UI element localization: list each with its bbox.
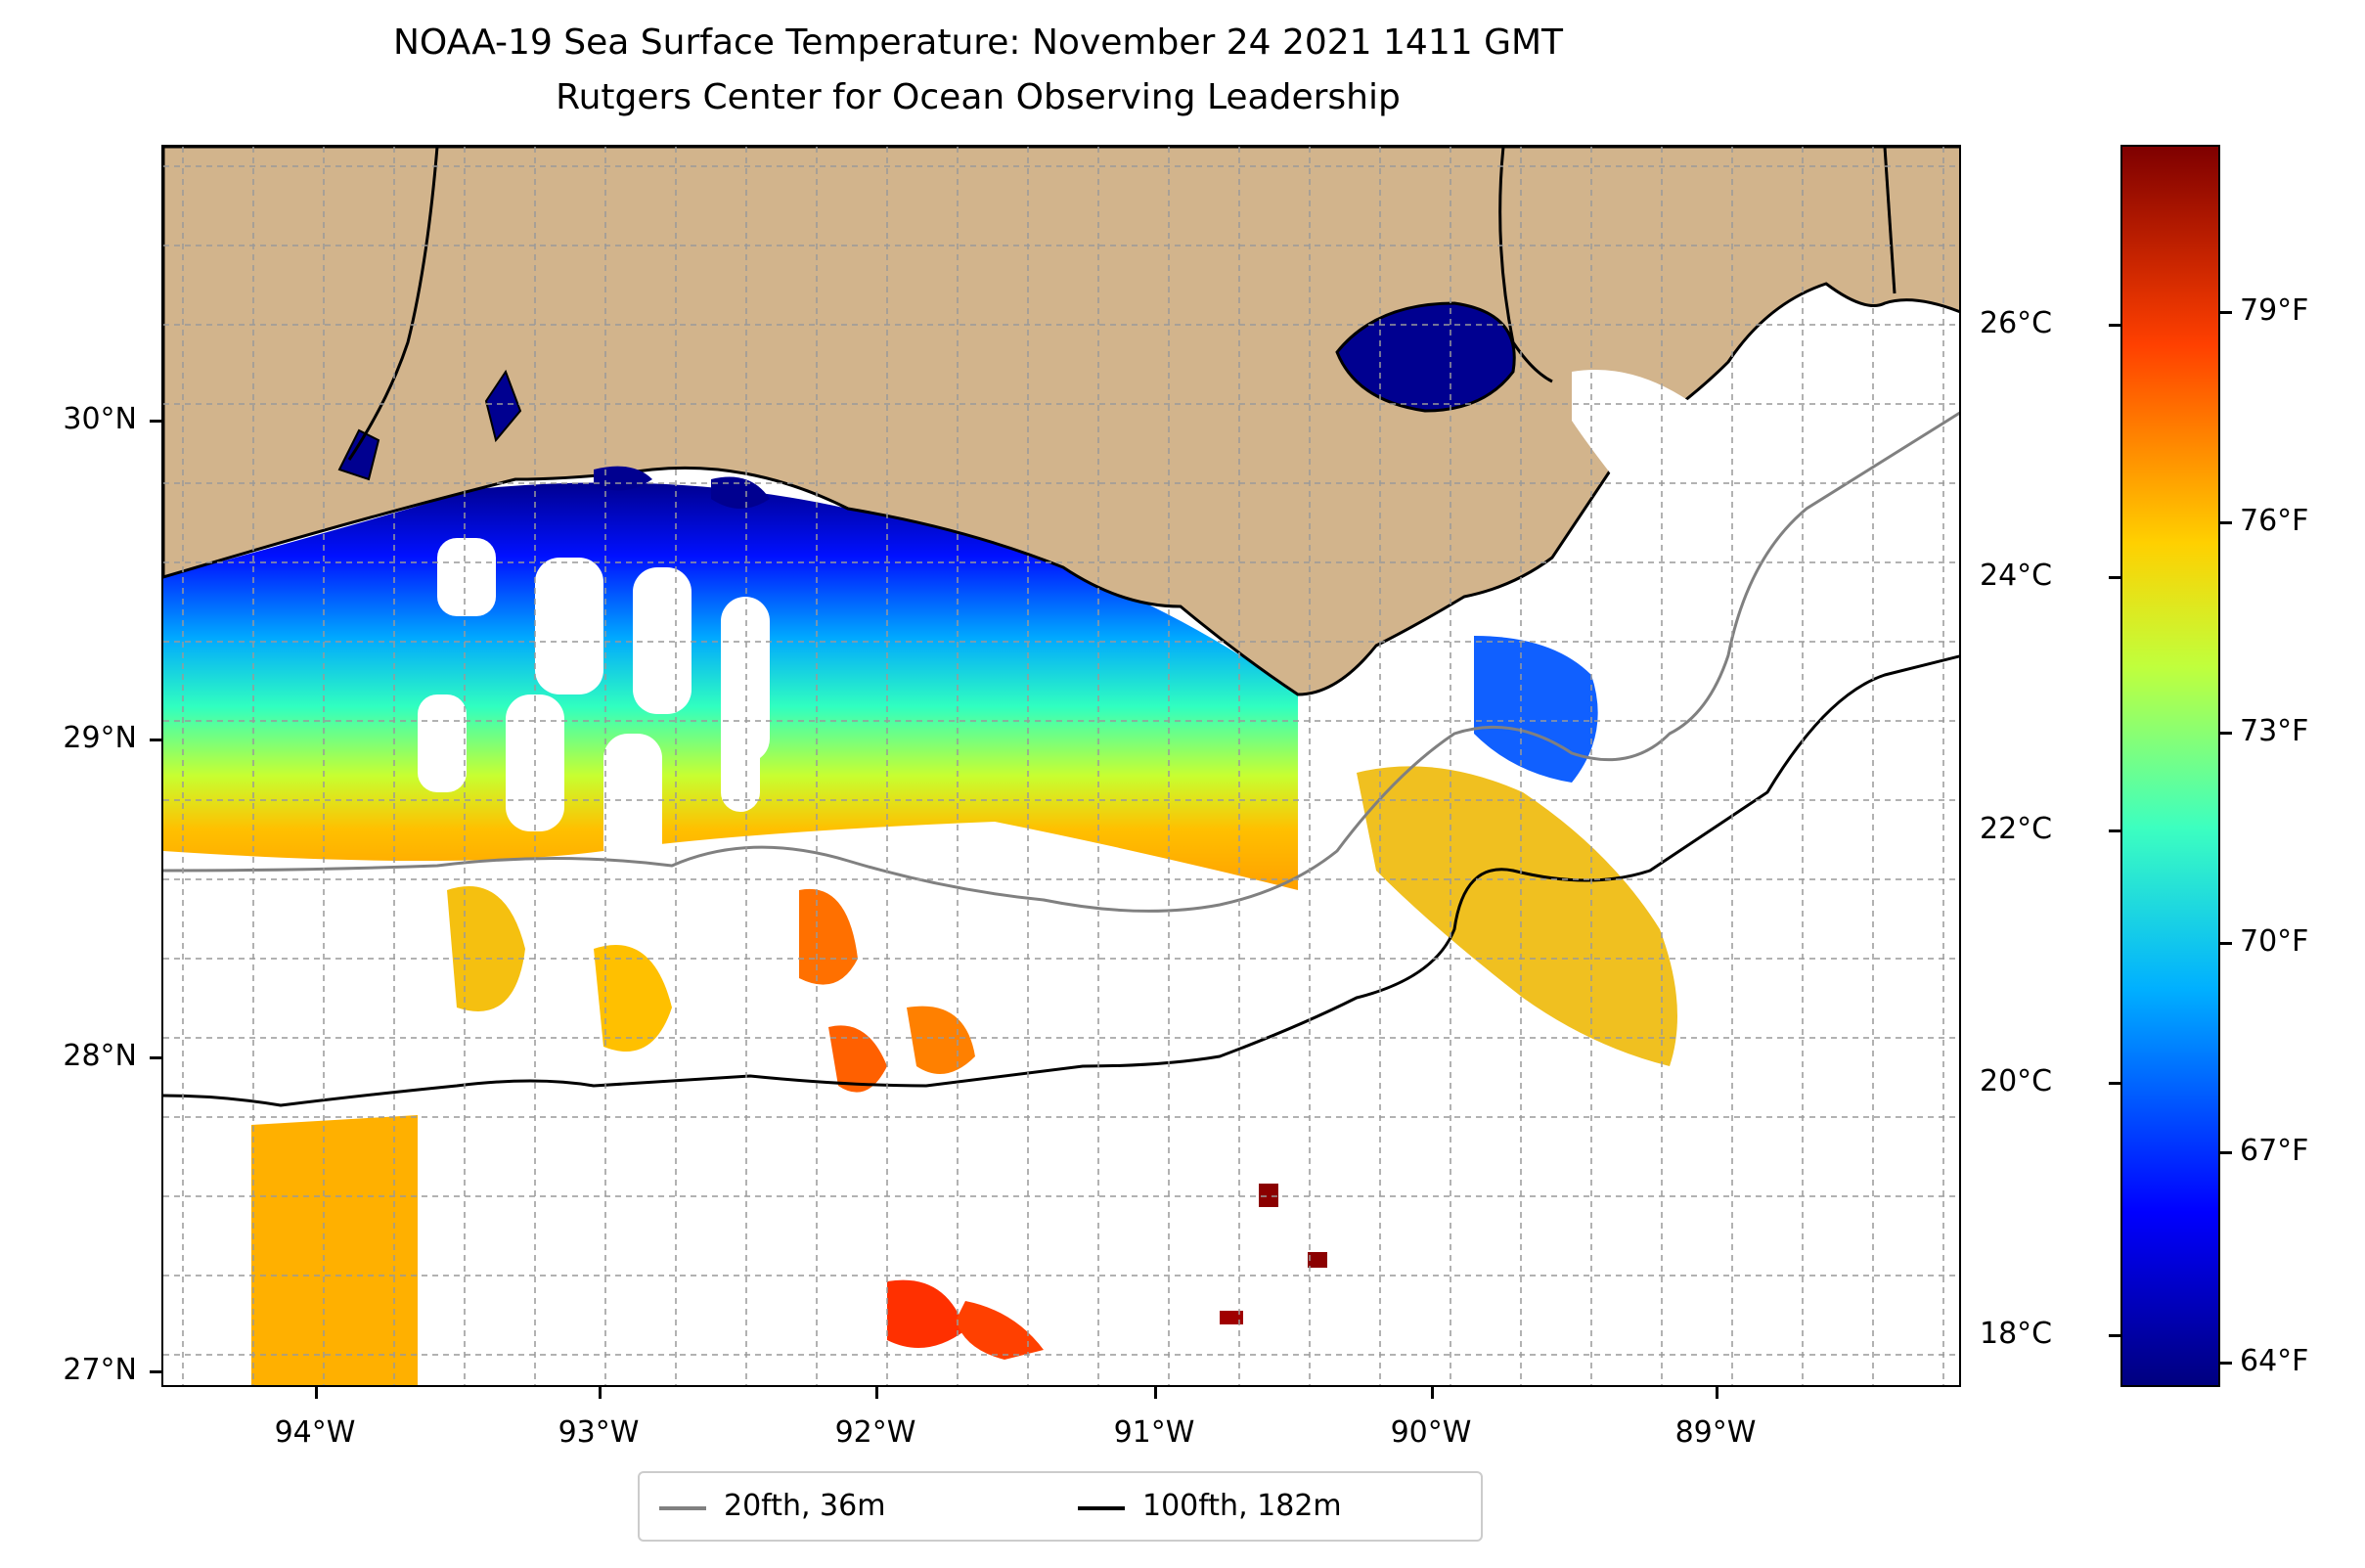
x-axis-tick bbox=[1431, 1387, 1434, 1399]
legend-swatch-20fth bbox=[659, 1506, 706, 1510]
lon-label-92w: 92°W bbox=[834, 1415, 916, 1450]
lon-label-93w: 93°W bbox=[558, 1415, 640, 1450]
sst-warm-plume-east bbox=[1357, 766, 1677, 1066]
sst-patch-6 bbox=[887, 1279, 965, 1348]
lat-label-29n: 29°N bbox=[63, 721, 137, 755]
colorbar-f-76: 76°F bbox=[2240, 504, 2309, 538]
legend-swatch-100fth bbox=[1078, 1506, 1125, 1510]
lake-pontchartrain bbox=[1335, 301, 1516, 413]
colorbar-tick-f bbox=[2220, 1362, 2232, 1365]
colorbar-tick-f bbox=[2220, 942, 2232, 945]
colorbar-tick-c bbox=[2109, 829, 2120, 832]
colorbar-f-73: 73°F bbox=[2240, 714, 2309, 748]
sst-hot-pixel-3 bbox=[1220, 1311, 1243, 1324]
lat-label-30n: 30°N bbox=[63, 402, 137, 436]
y-axis-tick bbox=[150, 1370, 161, 1373]
sst-patch-5 bbox=[907, 1006, 975, 1074]
lat-label-27n: 27°N bbox=[63, 1353, 137, 1387]
sst-east-blue bbox=[1474, 636, 1598, 783]
map-canvas bbox=[163, 147, 1959, 1385]
y-axis-tick bbox=[150, 1056, 161, 1059]
y-axis-tick bbox=[150, 739, 161, 741]
lake-white bbox=[711, 476, 770, 509]
chart-title: NOAA-19 Sea Surface Temperature: Novembe… bbox=[392, 22, 1564, 63]
colorbar-c-24: 24°C bbox=[1980, 559, 2053, 593]
contour-legend: 20fth, 36m 100fth, 182m bbox=[638, 1471, 1483, 1542]
colorbar-tick-c bbox=[2109, 1082, 2120, 1085]
lake-grand bbox=[594, 466, 652, 491]
sst-map bbox=[161, 145, 1961, 1387]
sst-hot-pixel-1 bbox=[1259, 1184, 1278, 1207]
sabine-lake bbox=[337, 428, 380, 481]
graticule-lines bbox=[163, 147, 1959, 1385]
colorbar-c-22: 22°C bbox=[1980, 812, 2053, 846]
sst-warm-band-west bbox=[251, 1115, 418, 1385]
x-axis-tick bbox=[315, 1387, 318, 1399]
colorbar-tick-f bbox=[2220, 311, 2232, 314]
temperature-colorbar bbox=[2120, 145, 2220, 1387]
colorbar-tick-f bbox=[2220, 732, 2232, 735]
sst-patch-4 bbox=[828, 1025, 887, 1093]
contour-100fth bbox=[163, 654, 1959, 1107]
sst-hot-pixel-2 bbox=[1308, 1252, 1327, 1268]
delta-water bbox=[1572, 370, 1716, 525]
x-axis-tick bbox=[875, 1387, 878, 1399]
y-axis-tick bbox=[150, 420, 161, 423]
legend-label-20fth: 20fth, 36m bbox=[724, 1489, 886, 1523]
x-axis-tick bbox=[1716, 1387, 1718, 1399]
colorbar-f-64: 64°F bbox=[2240, 1344, 2309, 1378]
colorbar-f-67: 67°F bbox=[2240, 1134, 2309, 1168]
colorbar-f-79: 79°F bbox=[2240, 293, 2309, 328]
colorbar-tick-c bbox=[2109, 576, 2120, 579]
colorbar-tick-c bbox=[2109, 324, 2120, 327]
sst-patch-2 bbox=[594, 945, 672, 1052]
contour-20fth bbox=[163, 411, 1959, 913]
cloud-mask bbox=[418, 538, 770, 871]
lon-label-89w: 89°W bbox=[1674, 1415, 1757, 1450]
lat-label-28n: 28°N bbox=[63, 1039, 137, 1073]
colorbar-c-26: 26°C bbox=[1980, 306, 2053, 340]
colorbar-tick-f bbox=[2220, 1151, 2232, 1154]
legend-label-100fth: 100fth, 182m bbox=[1142, 1489, 1342, 1523]
state-border-al bbox=[1883, 147, 1896, 294]
colorbar-tick-c bbox=[2109, 1334, 2120, 1337]
x-axis-tick bbox=[1154, 1387, 1157, 1399]
lon-label-90w: 90°W bbox=[1390, 1415, 1472, 1450]
state-border-west bbox=[347, 147, 439, 461]
colorbar-f-70: 70°F bbox=[2240, 924, 2309, 959]
state-border-ms bbox=[1498, 147, 1553, 383]
sst-patch-7 bbox=[956, 1301, 1044, 1360]
x-axis-tick bbox=[599, 1387, 602, 1399]
colorbar-tick-f bbox=[2220, 521, 2232, 524]
lon-label-91w: 91°W bbox=[1113, 1415, 1195, 1450]
sst-patch-3 bbox=[799, 888, 858, 985]
lon-label-94w: 94°W bbox=[274, 1415, 356, 1450]
chart-subtitle: Rutgers Center for Ocean Observing Leade… bbox=[556, 77, 1401, 117]
colorbar-c-18: 18°C bbox=[1980, 1317, 2053, 1351]
sst-patch-1 bbox=[447, 886, 525, 1011]
lake-calcasieu bbox=[484, 369, 522, 443]
colorbar-c-20: 20°C bbox=[1980, 1064, 2053, 1098]
